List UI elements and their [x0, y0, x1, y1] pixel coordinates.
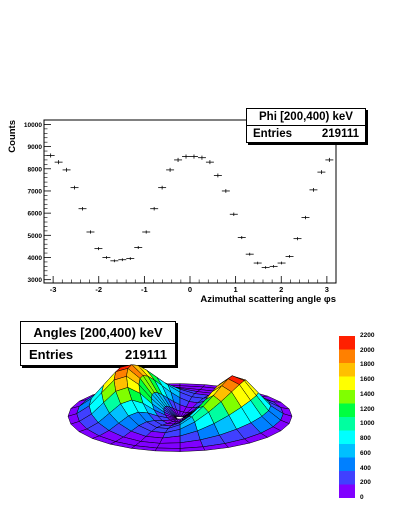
data-point — [213, 173, 222, 178]
x-tick-label: 2 — [279, 285, 283, 294]
data-point — [221, 189, 230, 193]
data-point — [277, 261, 286, 265]
data-point — [166, 167, 175, 172]
x-tick-label: 0 — [188, 285, 192, 294]
data-point — [134, 246, 143, 249]
data-point — [54, 160, 63, 165]
y-tick-label: 10000 — [24, 122, 42, 129]
data-point — [70, 185, 79, 190]
palette-tick-label: 1600 — [360, 376, 375, 384]
phi-histogram-chart: 3000 4000 5000 6000 7000 8000 9000 10000 -3 -2 -1 0… — [7, 119, 337, 305]
plot-frame — [43, 119, 337, 284]
angles-stats-entries-value: 219111 — [125, 347, 167, 362]
x-axis-title: Azimuthal scattering angle φs — [200, 294, 336, 305]
data-point — [86, 230, 95, 234]
data-point — [62, 167, 71, 172]
data-point — [102, 256, 111, 259]
y-tick-label: 4000 — [28, 255, 43, 262]
y-tick-label: 3000 — [28, 277, 43, 284]
data-point — [245, 252, 254, 256]
color-palette-bar — [339, 336, 355, 498]
data-point — [205, 160, 214, 165]
palette-tick-label: 2200 — [360, 332, 375, 339]
palette-tick-label: 1000 — [360, 420, 375, 428]
palette-tick-label: 800 — [360, 435, 371, 443]
angles-surface-plot — [67, 364, 293, 452]
data-point — [293, 237, 302, 241]
data-point — [325, 157, 334, 162]
data-point — [261, 266, 270, 269]
palette-tick-label: 1200 — [360, 405, 375, 413]
phi-stats-entries-row: Entries 219111 — [247, 126, 365, 142]
data-point — [78, 206, 87, 211]
data-point — [150, 206, 159, 211]
x-tick-label: 1 — [234, 285, 238, 294]
data-point — [174, 157, 183, 162]
color-palette-axis: 0 200 400 600 800 1000 1200 1400 1600 1800 2000 220… — [355, 332, 400, 506]
angles-stats-entries-label: Entries — [29, 347, 74, 362]
data-point — [126, 257, 135, 260]
palette-tick-label: 1400 — [360, 390, 375, 398]
data-point — [301, 215, 310, 220]
y-tick-label: 7000 — [28, 188, 43, 195]
angles-stats-title: Angles [200,400) keV — [21, 322, 175, 344]
data-point — [94, 247, 103, 251]
phi-stats-entries-value: 219111 — [321, 128, 359, 140]
y-tick-label: 5000 — [28, 233, 43, 240]
x-tick-label: -1 — [141, 285, 148, 294]
palette-tick-label: 1800 — [360, 361, 375, 369]
palette-tick-label: 200 — [360, 479, 371, 487]
palette-tick-label: 400 — [360, 464, 371, 472]
data-point — [110, 259, 119, 263]
data-point — [253, 261, 262, 265]
data-point — [158, 185, 167, 190]
palette-tick-label: 0 — [360, 494, 364, 501]
data-point — [190, 154, 198, 159]
x-tick-label: -2 — [95, 285, 102, 294]
data-point — [237, 235, 246, 240]
y-axis-title: Counts — [7, 120, 18, 153]
palette-tick-label: 2000 — [360, 346, 375, 354]
data-point — [197, 155, 206, 160]
y-tick-label: 6000 — [28, 211, 43, 218]
phi-stats-title: Phi [200,400) keV — [247, 109, 365, 126]
data-point — [182, 154, 190, 159]
data-point — [118, 258, 127, 262]
phi-stats-box: Phi [200,400) keV Entries 219111 — [246, 108, 366, 143]
surface-cell — [154, 447, 181, 452]
y-tick-label: 8000 — [28, 166, 43, 173]
x-tick-label: 3 — [325, 285, 329, 294]
y-tick-label: 9000 — [28, 144, 43, 151]
data-point — [229, 212, 238, 216]
data-point — [269, 265, 278, 268]
angles-stats-box: Angles [200,400) keV Entries 219111 — [20, 321, 176, 366]
data-point — [46, 153, 55, 158]
angles-stats-entries-row: Entries 219111 — [21, 344, 175, 365]
phi-stats-entries-label: Entries — [253, 128, 292, 140]
data-point — [309, 187, 318, 192]
surface-cell — [156, 442, 181, 449]
data-point — [142, 230, 151, 234]
palette-tick-label: 600 — [360, 449, 371, 457]
x-tick-label: -3 — [50, 285, 57, 294]
data-point — [285, 254, 294, 258]
data-point — [317, 170, 326, 175]
